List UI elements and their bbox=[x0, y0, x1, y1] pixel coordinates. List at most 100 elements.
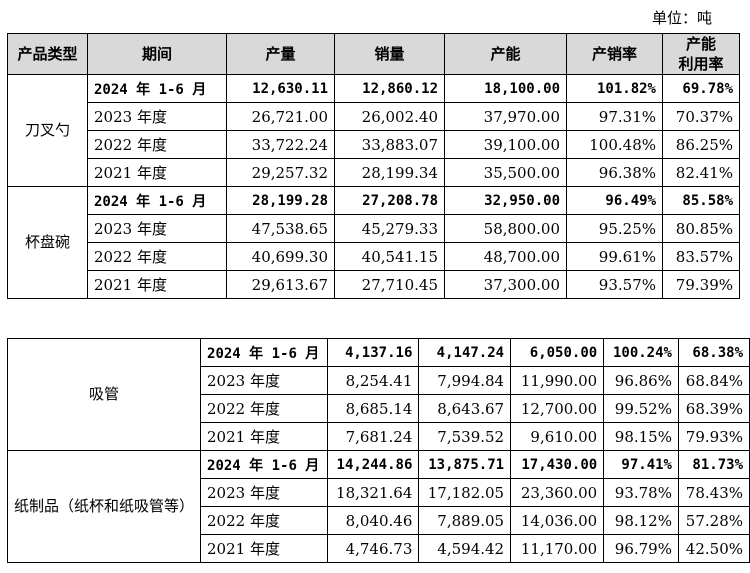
table-row: 2022 年度 8,040.46 7,889.05 14,036.00 98.12% 57… bbox=[8, 506, 750, 535]
table-row: 2023 年度 26,721.00 26,002.40 37,970.00 97.31%… bbox=[8, 102, 740, 131]
table-row: 2022 年度 8,685.14 8,643.67 12,700.00 99.52% 68… bbox=[8, 394, 750, 423]
sales-ratio-cell: 96.38% bbox=[566, 158, 663, 187]
capacity-cell: 48,700.00 bbox=[444, 242, 567, 271]
table-row: 2022 年度 33,722.24 33,883.07 39,100.00 100.48… bbox=[8, 130, 740, 159]
period-cell: 2021 年度 bbox=[87, 270, 227, 299]
period-cell: 2023 年度 bbox=[200, 478, 328, 507]
utilization-cell: 68.38% bbox=[677, 338, 750, 367]
capacity-cell: 23,360.00 bbox=[510, 478, 605, 507]
product-type-cell: 杯盘碗 bbox=[7, 186, 88, 299]
sales-cell: 7,889.05 bbox=[418, 506, 512, 535]
sales-ratio-cell: 97.41% bbox=[603, 450, 679, 479]
utilization-cell: 78.43% bbox=[677, 478, 750, 507]
utilization-cell: 42.50% bbox=[677, 534, 750, 563]
period-cell: 2024 年 1-6 月 bbox=[200, 450, 328, 479]
period-cell: 2021 年度 bbox=[87, 158, 227, 187]
header-capacity: 产能 bbox=[444, 33, 567, 75]
table-row: 吸管 2024 年 1-6 月 4,137.16 4,147.24 6,050.00 10… bbox=[6, 338, 750, 451]
table-row: 2023 年度 18,321.64 17,182.05 23,360.00 93.78%… bbox=[8, 478, 750, 507]
period-cell: 2021 年度 bbox=[200, 534, 328, 563]
output-cell: 12,630.11 bbox=[226, 74, 335, 103]
header-product-type: 产品类型 bbox=[7, 33, 88, 75]
table-row: 2022 年度 40,699.30 40,541.15 48,700.00 99.61%… bbox=[8, 242, 740, 271]
utilization-cell: 79.39% bbox=[662, 270, 740, 299]
sales-cell: 27,710.45 bbox=[334, 270, 445, 299]
header-utilization-line2: 利用率 bbox=[678, 55, 724, 73]
period-cell: 2024 年 1-6 月 bbox=[87, 74, 227, 103]
table-row: 2021 年度 29,613.67 27,710.45 37,300.00 93.57%… bbox=[8, 270, 740, 299]
sales-ratio-cell: 96.49% bbox=[566, 186, 663, 215]
capacity-cell: 11,990.00 bbox=[510, 366, 605, 395]
header-sales-ratio: 产销率 bbox=[566, 33, 663, 75]
sales-ratio-cell: 98.15% bbox=[603, 422, 679, 451]
sales-cell: 45,279.33 bbox=[334, 214, 445, 243]
header-utilization-line1: 产能 bbox=[685, 35, 716, 53]
table-row: 2021 年度 29,257.32 28,199.34 35,500.00 96.38%… bbox=[8, 158, 740, 187]
capacity-cell: 6,050.00 bbox=[510, 338, 605, 367]
sales-ratio-cell: 100.24% bbox=[603, 338, 679, 367]
utilization-cell: 68.84% bbox=[677, 366, 750, 395]
sales-cell: 8,643.67 bbox=[418, 394, 512, 423]
period-cell: 2023 年度 bbox=[87, 214, 227, 243]
capacity-cell: 37,300.00 bbox=[444, 270, 567, 299]
sales-ratio-cell: 101.82% bbox=[566, 74, 663, 103]
sales-cell: 12,860.12 bbox=[334, 74, 445, 103]
capacity-table-part-1: 产品类型 期间 产量 销量 产能 产销率 产能 利用率 刀叉勺 2024 年 1-… bbox=[7, 33, 740, 299]
utilization-cell: 86.25% bbox=[662, 130, 740, 159]
sales-ratio-cell: 93.57% bbox=[566, 270, 663, 299]
output-cell: 8,254.41 bbox=[326, 366, 420, 395]
table-row: 2021 年度 7,681.24 7,539.52 9,610.00 98.15% 79.… bbox=[8, 422, 750, 451]
sales-ratio-cell: 97.31% bbox=[566, 102, 663, 131]
output-cell: 18,321.64 bbox=[326, 478, 420, 507]
output-cell: 28,199.28 bbox=[226, 186, 335, 215]
output-cell: 8,685.14 bbox=[326, 394, 420, 423]
utilization-cell: 81.73% bbox=[677, 450, 750, 479]
sales-cell: 33,883.07 bbox=[334, 130, 445, 159]
capacity-cell: 37,970.00 bbox=[444, 102, 567, 131]
capacity-cell: 17,430.00 bbox=[510, 450, 605, 479]
period-cell: 2022 年度 bbox=[87, 242, 227, 271]
table-row: 2021 年度 4,746.73 4,594.42 11,170.00 96.79% 42… bbox=[8, 534, 750, 563]
table-row: 2023 年度 47,538.65 45,279.33 58,800.00 95.25%… bbox=[8, 214, 740, 243]
product-type-cell: 吸管 bbox=[6, 338, 202, 451]
utilization-cell: 80.85% bbox=[662, 214, 740, 243]
utilization-cell: 69.78% bbox=[662, 74, 740, 103]
sales-cell: 7,539.52 bbox=[418, 422, 512, 451]
capacity-table-part-2: 吸管 2024 年 1-6 月 4,137.16 4,147.24 6,050.00 10… bbox=[6, 338, 750, 563]
period-cell: 2023 年度 bbox=[87, 102, 227, 131]
utilization-cell: 68.39% bbox=[677, 394, 750, 423]
period-cell: 2023 年度 bbox=[200, 366, 328, 395]
period-cell: 2022 年度 bbox=[200, 506, 328, 535]
header-output: 产量 bbox=[226, 33, 335, 75]
utilization-cell: 57.28% bbox=[677, 506, 750, 535]
group-straws: 吸管 2024 年 1-6 月 4,137.16 4,147.24 6,050.00 10… bbox=[6, 338, 750, 451]
output-cell: 47,538.65 bbox=[226, 214, 335, 243]
output-cell: 14,244.86 bbox=[326, 450, 420, 479]
capacity-cell: 35,500.00 bbox=[444, 158, 567, 187]
product-type-cell: 刀叉勺 bbox=[7, 74, 88, 187]
sales-ratio-cell: 99.52% bbox=[603, 394, 679, 423]
sales-ratio-cell: 98.12% bbox=[603, 506, 679, 535]
capacity-cell: 14,036.00 bbox=[510, 506, 605, 535]
sales-ratio-cell: 95.25% bbox=[566, 214, 663, 243]
table-row: 纸制品（纸杯和纸吸管等） 2024 年 1-6 月 14,244.86 13,875.… bbox=[6, 450, 750, 563]
table-header-row: 产品类型 期间 产量 销量 产能 产销率 产能 利用率 bbox=[7, 33, 740, 75]
group-cutlery: 刀叉勺 2024 年 1-6 月 12,630.11 12,860.12 18,100.… bbox=[7, 74, 740, 187]
output-cell: 33,722.24 bbox=[226, 130, 335, 159]
sales-ratio-cell: 99.61% bbox=[566, 242, 663, 271]
capacity-cell: 12,700.00 bbox=[510, 394, 605, 423]
output-cell: 4,746.73 bbox=[326, 534, 420, 563]
output-cell: 8,040.46 bbox=[326, 506, 420, 535]
capacity-cell: 18,100.00 bbox=[444, 74, 567, 103]
group-tableware: 杯盘碗 2024 年 1-6 月 28,199.28 27,208.78 32,950.… bbox=[7, 186, 740, 299]
capacity-cell: 11,170.00 bbox=[510, 534, 605, 563]
period-cell: 2022 年度 bbox=[200, 394, 328, 423]
utilization-cell: 70.37% bbox=[662, 102, 740, 131]
output-cell: 29,613.67 bbox=[226, 270, 335, 299]
sales-cell: 40,541.15 bbox=[334, 242, 445, 271]
sales-cell: 27,208.78 bbox=[334, 186, 445, 215]
sales-ratio-cell: 96.79% bbox=[603, 534, 679, 563]
header-period: 期间 bbox=[87, 33, 227, 75]
sales-cell: 4,594.42 bbox=[418, 534, 512, 563]
unit-label: 单位：吨 bbox=[651, 9, 712, 27]
